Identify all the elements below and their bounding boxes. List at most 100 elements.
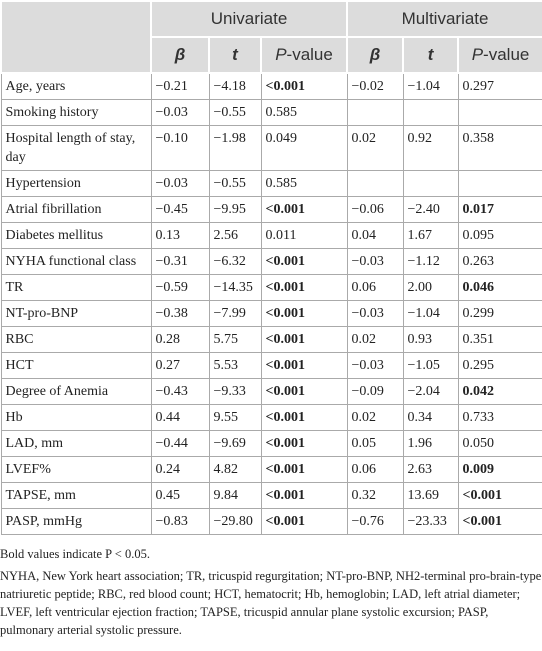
table-cell: −0.55 xyxy=(208,170,262,197)
table-cell: −1.05 xyxy=(402,352,459,379)
table-cell: 0.27 xyxy=(150,352,210,379)
table-cell: <0.001 xyxy=(260,248,348,275)
empty-cell xyxy=(402,170,459,197)
table-cell: −0.06 xyxy=(346,196,404,223)
column-header: P-value xyxy=(457,36,542,74)
table-cell: −0.55 xyxy=(208,99,262,126)
footnote: Bold values indicate P < 0.05. xyxy=(0,547,150,561)
table-cell: −7.99 xyxy=(208,300,262,327)
table-cell: 0.24 xyxy=(150,456,210,483)
table-cell: <0.001 xyxy=(260,456,348,483)
table-cell: 9.55 xyxy=(208,404,262,431)
row-label: TAPSE, mm xyxy=(0,482,152,509)
table-cell: −0.44 xyxy=(150,430,210,457)
table-cell: −0.10 xyxy=(150,125,210,171)
table-cell: 0.34 xyxy=(402,404,459,431)
table-cell: 0.45 xyxy=(150,482,210,509)
row-label: Hospital length of stay, day xyxy=(0,125,152,171)
empty-cell xyxy=(457,170,542,197)
table-cell: <0.001 xyxy=(260,508,348,535)
row-label: TR xyxy=(0,274,152,301)
header-row: Univariate Multivariate xyxy=(0,0,542,74)
table-cell: −0.21 xyxy=(150,72,210,100)
row-label: Hb xyxy=(0,404,152,431)
table-cell: 0.585 xyxy=(260,170,348,197)
table-cell: 0.04 xyxy=(346,222,404,249)
table-cell: 0.009 xyxy=(457,456,542,483)
table-cell: 0.44 xyxy=(150,404,210,431)
column-header: β xyxy=(346,36,405,74)
table-cell: 5.75 xyxy=(208,326,262,353)
table-row: NT-pro-BNP −0.38 −7.99 <0.001 −0.03 −1.04 0.29… xyxy=(0,300,542,327)
row-label: Smoking history xyxy=(0,99,152,126)
table-cell: −1.12 xyxy=(402,248,459,275)
table-cell: 0.05 xyxy=(346,430,404,457)
table-cell: <0.001 xyxy=(260,274,348,301)
table-cell: 0.358 xyxy=(457,125,542,171)
table-cell: <0.001 xyxy=(260,352,348,379)
row-label: Atrial fibrillation xyxy=(0,196,152,223)
table-row: TR −0.59 −14.35 <0.001 0.06 2.00 0.046 xyxy=(0,274,542,301)
table-cell: <0.001 xyxy=(260,430,348,457)
row-label: LAD, mm xyxy=(0,430,152,457)
table-cell: <0.001 xyxy=(260,482,348,509)
table-row: Age, years −0.21 −4.18 <0.001 −0.02 −1.04 0.29… xyxy=(0,72,542,100)
table-cell: 0.297 xyxy=(457,72,542,100)
table-cell: −0.03 xyxy=(150,99,210,126)
table-cell: −0.83 xyxy=(150,508,210,535)
table-cell: −0.45 xyxy=(150,196,210,223)
table-cell: −9.33 xyxy=(208,378,262,405)
row-label: Hypertension xyxy=(0,170,152,197)
table-row: Atrial fibrillation −0.45 −9.95 <0.001 −0.06… xyxy=(0,196,542,223)
table-cell: 1.96 xyxy=(402,430,459,457)
column-header: t xyxy=(208,36,262,74)
table-cell: 0.06 xyxy=(346,456,404,483)
table-cell: <0.001 xyxy=(260,300,348,327)
table-cell: −0.59 xyxy=(150,274,210,301)
group-header: Univariate xyxy=(149,0,349,38)
footnote: NYHA, New York heart association; TR, tr… xyxy=(0,569,542,637)
table-cell: 0.263 xyxy=(457,248,542,275)
table-cell: 0.049 xyxy=(260,125,348,171)
table-cell: −1.04 xyxy=(402,300,459,327)
table-cell: 0.92 xyxy=(402,125,459,171)
table-row: LAD, mm −0.44 −9.69 <0.001 0.05 1.96 0.050 xyxy=(0,430,542,457)
table-cell: 13.69 xyxy=(402,482,459,509)
table-cell: 0.32 xyxy=(346,482,404,509)
row-label: RBC xyxy=(0,326,152,353)
table-cell: −6.32 xyxy=(208,248,262,275)
footnotes: Bold values indicate P < 0.05. NYHA, New … xyxy=(0,535,542,639)
empty-cell xyxy=(457,99,542,126)
empty-cell xyxy=(402,99,459,126)
table-cell: 9.84 xyxy=(208,482,262,509)
table-cell: 0.050 xyxy=(457,430,542,457)
table-row: RBC 0.28 5.75 <0.001 0.02 0.93 0.351 xyxy=(0,326,542,353)
row-label: Degree of Anemia xyxy=(0,378,152,405)
table-cell: 0.06 xyxy=(346,274,404,301)
table-cell: 0.585 xyxy=(260,99,348,126)
table-cell: −2.04 xyxy=(402,378,459,405)
empty-cell xyxy=(346,99,404,126)
table-cell: −0.03 xyxy=(150,170,210,197)
column-header: P-value xyxy=(259,36,349,74)
table-cell: −14.35 xyxy=(208,274,262,301)
table-cell: −1.04 xyxy=(402,72,459,100)
table-cell: −29.80 xyxy=(208,508,262,535)
table-cell: −9.95 xyxy=(208,196,262,223)
table-row: Diabetes mellitus 0.13 2.56 0.011 0.04 1.67 0.… xyxy=(0,222,542,249)
table-cell: 2.63 xyxy=(402,456,459,483)
row-label: HCT xyxy=(0,352,152,379)
table-cell: −0.03 xyxy=(346,300,404,327)
table-cell: <0.001 xyxy=(457,508,542,535)
table-cell: <0.001 xyxy=(260,196,348,223)
table-cell: 0.93 xyxy=(402,326,459,353)
table-cell: −2.40 xyxy=(402,196,459,223)
table-cell: <0.001 xyxy=(260,326,348,353)
header-row: β t P-value β t P-value xyxy=(1,36,542,74)
table-cell: 0.017 xyxy=(457,196,542,223)
table-cell: −0.43 xyxy=(150,378,210,405)
table-row: Hb 0.44 9.55 <0.001 0.02 0.34 0.733 xyxy=(0,404,542,431)
table-cell: <0.001 xyxy=(260,404,348,431)
table-row: PASP, mmHg −0.83 −29.80 <0.001 −0.76 −23.33 <0… xyxy=(0,508,542,535)
